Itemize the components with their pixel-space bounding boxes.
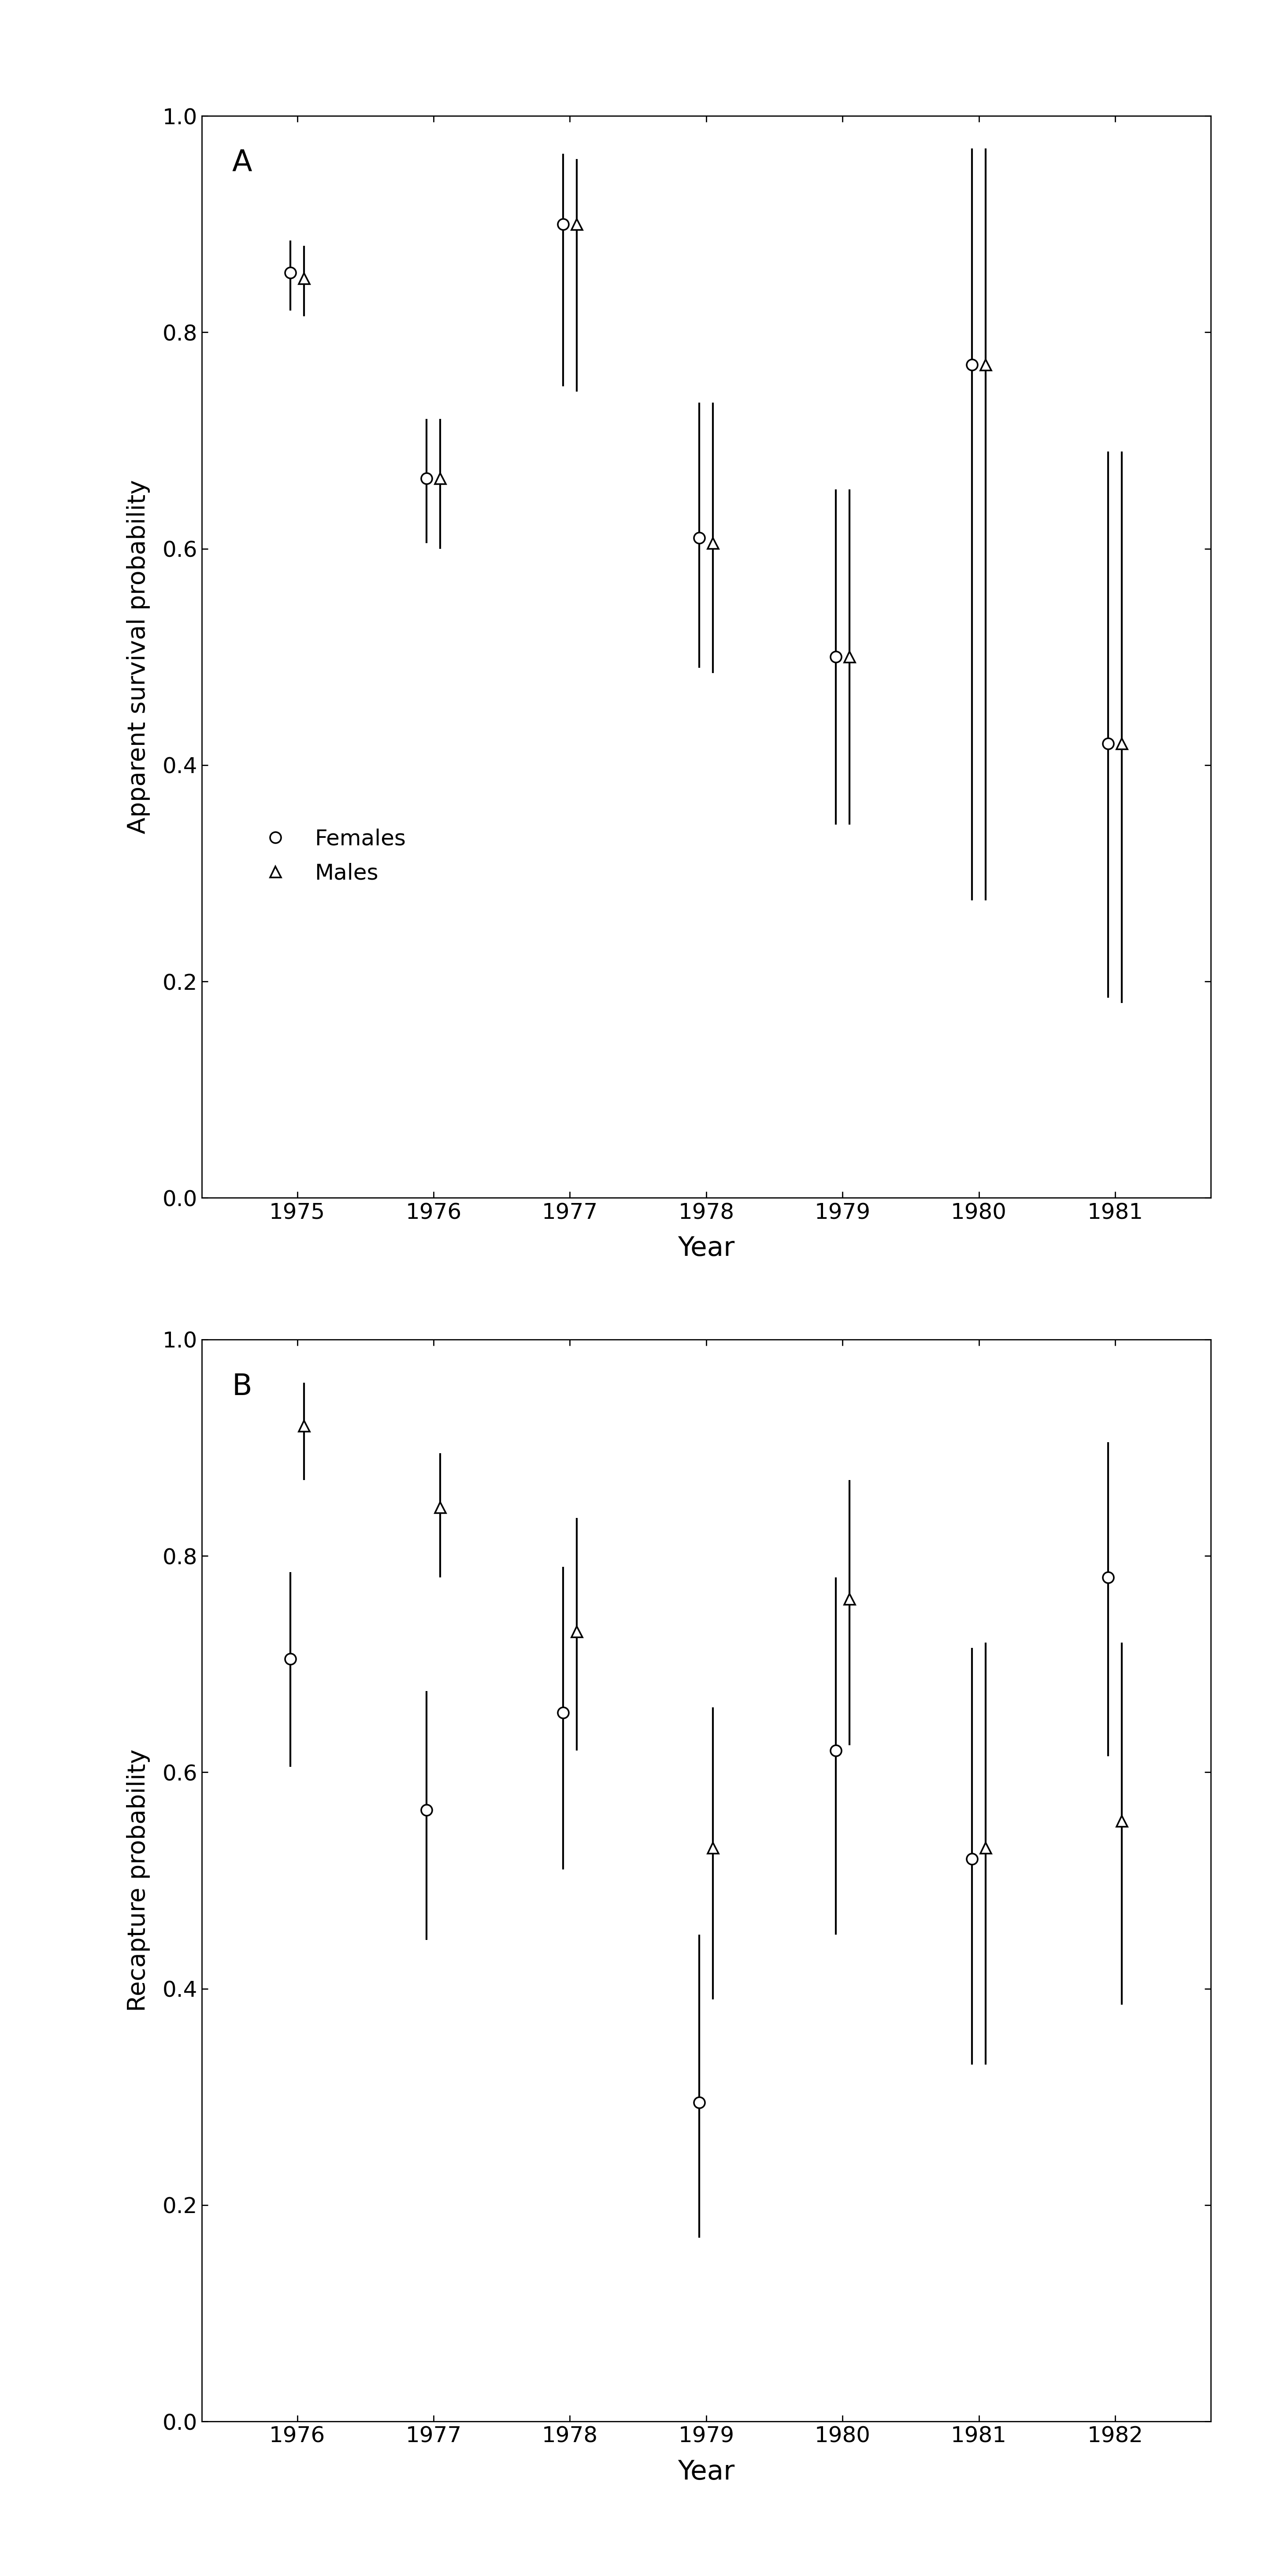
X-axis label: Year: Year [677, 2460, 735, 2486]
Text: B: B [232, 1373, 252, 1401]
X-axis label: Year: Year [677, 1236, 735, 1262]
Y-axis label: Apparent survival probability: Apparent survival probability [126, 479, 150, 835]
Y-axis label: Recapture probability: Recapture probability [126, 1749, 150, 2012]
Legend: Females, Males: Females, Males [253, 829, 406, 884]
Text: A: A [232, 149, 252, 178]
